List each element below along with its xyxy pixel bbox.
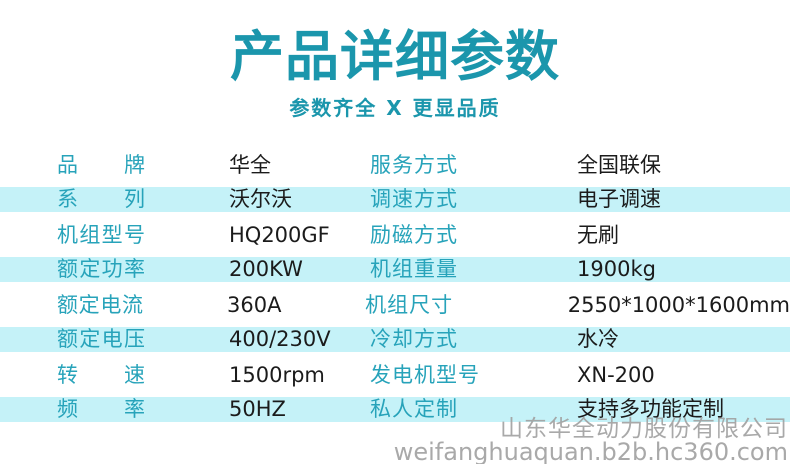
- spec-label-col1: 额定功率: [57, 257, 145, 281]
- page-subtitle: 参数齐全 X 更显品质: [289, 96, 501, 120]
- spec-label-col1: 频率: [57, 397, 145, 421]
- spec-value-col1: 200KW: [229, 257, 303, 281]
- spec-value-col1: 50HZ: [229, 397, 286, 421]
- spec-value-col1: 沃尔沃: [229, 187, 292, 211]
- spec-table-row: 频率 50HZ 私人定制 支持多功能定制: [0, 393, 790, 428]
- spec-label-col2: 励磁方式: [370, 223, 458, 247]
- spec-table-row: 机组型号 HQ200GF 励磁方式 无刷: [0, 218, 790, 253]
- spec-table-row: 转速 1500rpm 发电机型号 XN-200: [0, 358, 790, 393]
- spec-value-col2: 2550*1000*1600mm: [567, 293, 790, 317]
- spec-value-col2: 无刷: [577, 223, 619, 247]
- spec-label-col2: 机组尺寸: [365, 293, 454, 317]
- spec-value-col1: 1500rpm: [229, 363, 325, 387]
- spec-label-col2: 服务方式: [370, 153, 458, 177]
- spec-label-col2: 发电机型号: [370, 363, 480, 387]
- watermark: 山东华全动力股份有限公司 weifanghuaquan.b2b.hc360.co…: [394, 418, 788, 464]
- watermark-url: weifanghuaquan.b2b.hc360.com: [393, 438, 788, 464]
- spec-label-col1: 机组型号: [57, 223, 145, 247]
- spec-value-col1: HQ200GF: [229, 223, 330, 247]
- spec-table-row: 额定电压 400/230V 冷却方式 水冷: [0, 323, 790, 358]
- watermark-company-name: 山东华全动力股份有限公司: [500, 416, 788, 442]
- spec-label-col1: 系列: [57, 187, 145, 211]
- spec-label-col2: 机组重量: [370, 257, 458, 281]
- spec-label-col2: 调速方式: [370, 187, 458, 211]
- spec-value-col2: 1900kg: [577, 257, 656, 281]
- spec-label-col1: 额定电流: [57, 293, 144, 317]
- spec-value-col2: 支持多功能定制: [577, 397, 724, 421]
- spec-label-col1: 转速: [57, 363, 145, 387]
- spec-table-row: 额定功率 200KW 机组重量 1900kg: [0, 253, 790, 288]
- spec-value-col1: 华全: [229, 153, 271, 177]
- spec-table-row: 系列 沃尔沃 调速方式 电子调速: [0, 183, 790, 218]
- spec-value-col1: 360A: [227, 293, 282, 317]
- page-title: 产品详细参数: [230, 25, 560, 88]
- spec-value-col1: 400/230V: [229, 327, 331, 351]
- spec-label-col1: 品牌: [57, 153, 145, 177]
- spec-value-col2: 全国联保: [577, 153, 661, 177]
- spec-label-col2: 私人定制: [370, 397, 458, 421]
- spec-value-col2: 水冷: [577, 327, 619, 351]
- spec-value-col2: XN-200: [577, 363, 655, 387]
- spec-table-row: 额定电流 360A 机组尺寸 2550*1000*1600mm: [0, 288, 790, 323]
- spec-value-col2: 电子调速: [577, 187, 661, 211]
- spec-label-col1: 额定电压: [57, 327, 145, 351]
- spec-label-col2: 冷却方式: [370, 327, 458, 351]
- spec-table: 品牌 华全 服务方式 全国联保 系列 沃尔沃 调速方式 电子调速 机组型号 HQ…: [0, 148, 790, 428]
- spec-table-row: 品牌 华全 服务方式 全国联保: [0, 148, 790, 183]
